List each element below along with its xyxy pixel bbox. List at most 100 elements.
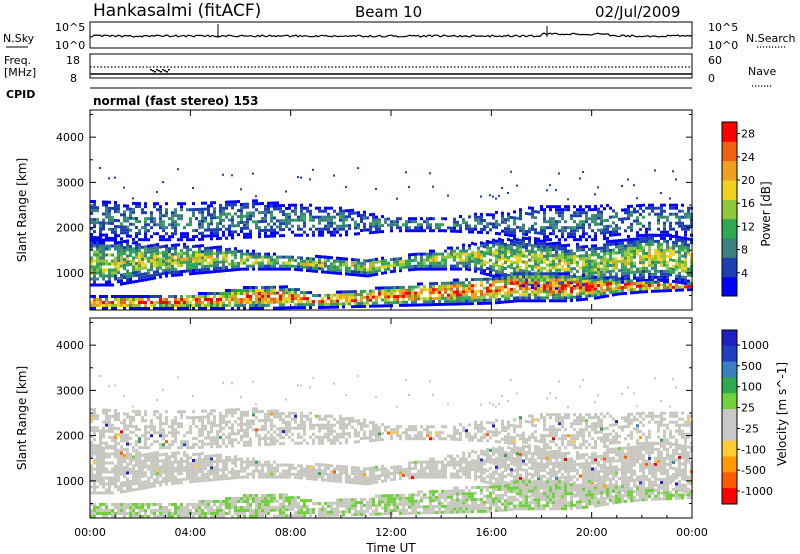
power-cell [414, 264, 417, 268]
power-cell [180, 232, 183, 236]
power-cell [369, 270, 372, 274]
power-cell [285, 264, 288, 268]
power-cell [600, 277, 603, 281]
power-cell [600, 204, 603, 208]
power-cell [120, 295, 123, 298]
velocity-cell [189, 480, 192, 484]
power-cell [576, 283, 579, 287]
power-cell [363, 295, 366, 299]
power-cell [639, 237, 642, 241]
power-cell [630, 256, 633, 259]
power-cell [444, 255, 447, 259]
velocity-cell [96, 491, 99, 495]
power-cell [357, 305, 360, 308]
velocity-cell [96, 506, 99, 509]
velocity-cell [126, 447, 129, 451]
velocity-cell [198, 503, 201, 506]
power-cell [234, 289, 237, 292]
power-cell [327, 212, 330, 216]
velocity-cell [141, 471, 144, 475]
power-cell [288, 264, 291, 268]
power-cell [285, 190, 287, 193]
power-cell [591, 279, 594, 283]
power-cell [255, 295, 258, 298]
velocity-cell [204, 472, 207, 476]
power-cell [633, 240, 636, 244]
power-cell [399, 291, 402, 295]
power-cell [105, 253, 108, 257]
power-cell [96, 244, 99, 248]
power-cell [576, 286, 579, 290]
power-cell [297, 176, 299, 179]
power-cell [375, 260, 378, 264]
velocity-cell [90, 470, 93, 474]
velocity-cell [93, 488, 96, 492]
power-cell [192, 202, 195, 206]
power-cell [336, 268, 339, 272]
power-cell [375, 218, 378, 222]
velocity-cell [96, 464, 99, 468]
power-cell [483, 286, 486, 290]
power-cell [549, 251, 552, 255]
power-cell [402, 288, 405, 292]
velocity-cell [144, 425, 147, 429]
power-cell [195, 301, 198, 304]
power-cell [567, 278, 570, 282]
power-cell [342, 218, 345, 222]
power-cell [639, 290, 642, 294]
power-cell [687, 279, 690, 283]
power-cell [201, 207, 204, 211]
power-cell [93, 206, 96, 210]
power-cell [468, 262, 471, 266]
power-cell [462, 258, 465, 262]
velocity-cell [192, 471, 195, 474]
power-cell [648, 245, 651, 249]
power-cell [195, 235, 198, 238]
velocity-cell [201, 452, 204, 456]
power-cell [186, 254, 189, 258]
power-cell [609, 215, 612, 219]
power-cell [528, 293, 531, 297]
power-cell [273, 288, 276, 292]
power-cell [354, 290, 357, 294]
power-cell [480, 271, 483, 275]
power-cell [642, 254, 645, 258]
power-cell [357, 264, 360, 268]
power-cell [501, 253, 504, 257]
power-cell [534, 284, 537, 288]
power-cell [213, 295, 216, 298]
power-cell [303, 218, 306, 222]
power-cell [534, 210, 537, 214]
power-cell [411, 268, 414, 272]
power-cell [540, 284, 543, 288]
velocity-cell [156, 515, 159, 518]
velocity-cell [114, 467, 117, 471]
power-cell [492, 283, 495, 287]
power-cell [672, 258, 675, 262]
power-cell [633, 264, 636, 268]
power-cell [507, 291, 510, 295]
velocity-cell [99, 429, 102, 433]
power-cell [621, 250, 624, 254]
velocity-cell [192, 465, 195, 468]
power-cell [657, 233, 660, 237]
power-cell [540, 229, 543, 232]
power-cell [582, 284, 585, 288]
power-cell [405, 220, 408, 224]
power-cell [192, 304, 195, 307]
power-cell [369, 225, 372, 229]
power-cell [366, 292, 369, 296]
power-cell [105, 295, 108, 298]
power-cell [504, 285, 507, 289]
power-cell [561, 244, 564, 248]
power-cell [90, 244, 93, 248]
power-cell [537, 284, 540, 288]
power-cell [204, 258, 207, 262]
velocity-cell [123, 436, 126, 440]
power-cell [630, 253, 633, 256]
power-cell [498, 292, 501, 295]
power-cell [495, 277, 498, 281]
velocity-cell [159, 468, 162, 472]
power-cell [681, 269, 684, 273]
velocity-cell [195, 458, 198, 462]
